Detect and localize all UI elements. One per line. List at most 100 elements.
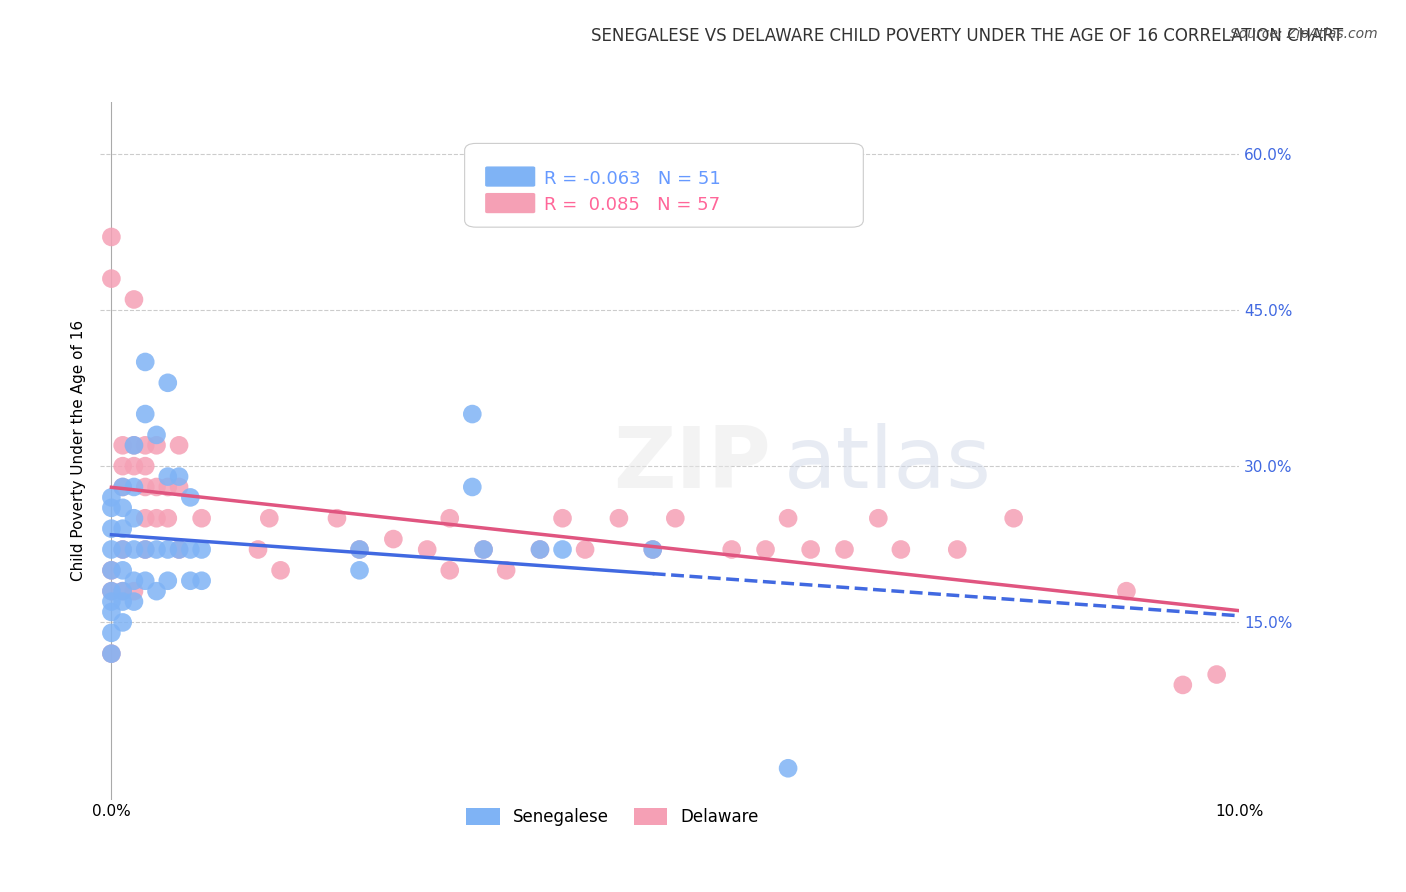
- Point: [259, 511, 281, 525]
- Point: [349, 542, 371, 557]
- Point: [247, 542, 270, 557]
- Point: [1002, 511, 1025, 525]
- Point: [156, 376, 179, 390]
- Point: [607, 511, 630, 525]
- Point: [134, 542, 156, 557]
- Point: [100, 491, 122, 505]
- Point: [190, 542, 212, 557]
- Point: [574, 542, 596, 557]
- Point: [122, 574, 145, 588]
- Point: [890, 542, 912, 557]
- Point: [100, 625, 122, 640]
- Point: [349, 542, 371, 557]
- Text: R =  0.085   N = 57: R = 0.085 N = 57: [544, 195, 720, 214]
- Point: [100, 563, 122, 577]
- Point: [100, 605, 122, 619]
- Point: [1205, 667, 1227, 681]
- Point: [1171, 678, 1194, 692]
- Point: [100, 522, 122, 536]
- Point: [461, 407, 484, 421]
- Point: [472, 542, 495, 557]
- Point: [145, 438, 167, 452]
- Point: [179, 574, 201, 588]
- Point: [122, 511, 145, 525]
- Point: [134, 407, 156, 421]
- Point: [167, 469, 190, 483]
- Point: [111, 563, 134, 577]
- FancyArrowPatch shape: [491, 169, 530, 180]
- Point: [179, 542, 201, 557]
- Point: [100, 584, 122, 599]
- Point: [134, 511, 156, 525]
- Point: [100, 563, 122, 577]
- Point: [641, 542, 664, 557]
- Point: [326, 511, 349, 525]
- Point: [529, 542, 551, 557]
- Point: [495, 563, 517, 577]
- Point: [100, 594, 122, 608]
- Legend: Senegalese, Delaware: Senegalese, Delaware: [460, 802, 766, 833]
- Point: [145, 511, 167, 525]
- FancyBboxPatch shape: [464, 144, 863, 227]
- Point: [778, 511, 800, 525]
- Text: R = -0.063   N = 51: R = -0.063 N = 51: [544, 169, 721, 188]
- Point: [122, 438, 145, 452]
- Point: [111, 522, 134, 536]
- FancyBboxPatch shape: [485, 167, 536, 186]
- Text: atlas: atlas: [783, 423, 991, 506]
- Point: [1115, 584, 1137, 599]
- Point: [416, 542, 439, 557]
- Point: [100, 647, 122, 661]
- Y-axis label: Child Poverty Under the Age of 16: Child Poverty Under the Age of 16: [72, 320, 86, 581]
- Point: [122, 438, 145, 452]
- Point: [111, 480, 134, 494]
- Point: [111, 480, 134, 494]
- Point: [156, 511, 179, 525]
- Point: [145, 480, 167, 494]
- Text: ZIP: ZIP: [613, 423, 772, 506]
- Point: [111, 438, 134, 452]
- Point: [134, 542, 156, 557]
- Point: [100, 500, 122, 515]
- Point: [270, 563, 292, 577]
- Point: [754, 542, 776, 557]
- Point: [946, 542, 969, 557]
- Point: [134, 480, 156, 494]
- Point: [122, 459, 145, 474]
- Point: [167, 480, 190, 494]
- Point: [145, 428, 167, 442]
- Point: [122, 584, 145, 599]
- Point: [145, 542, 167, 557]
- Point: [134, 438, 156, 452]
- Point: [461, 480, 484, 494]
- Point: [778, 761, 800, 775]
- Point: [641, 542, 664, 557]
- Point: [156, 480, 179, 494]
- Point: [800, 542, 823, 557]
- Point: [134, 355, 156, 369]
- Point: [551, 542, 574, 557]
- FancyBboxPatch shape: [485, 193, 536, 213]
- Point: [190, 574, 212, 588]
- Point: [100, 584, 122, 599]
- Point: [111, 542, 134, 557]
- Point: [720, 542, 742, 557]
- Point: [439, 563, 461, 577]
- Point: [868, 511, 890, 525]
- Point: [122, 542, 145, 557]
- Point: [111, 594, 134, 608]
- Point: [551, 511, 574, 525]
- Point: [111, 500, 134, 515]
- Point: [439, 511, 461, 525]
- Point: [156, 542, 179, 557]
- Point: [167, 438, 190, 452]
- Point: [122, 480, 145, 494]
- Point: [664, 511, 686, 525]
- Point: [529, 542, 551, 557]
- Text: SENEGALESE VS DELAWARE CHILD POVERTY UNDER THE AGE OF 16 CORRELATION CHART: SENEGALESE VS DELAWARE CHILD POVERTY UND…: [591, 27, 1343, 45]
- Point: [100, 542, 122, 557]
- Point: [111, 542, 134, 557]
- Point: [100, 647, 122, 661]
- Point: [145, 584, 167, 599]
- Point: [111, 584, 134, 599]
